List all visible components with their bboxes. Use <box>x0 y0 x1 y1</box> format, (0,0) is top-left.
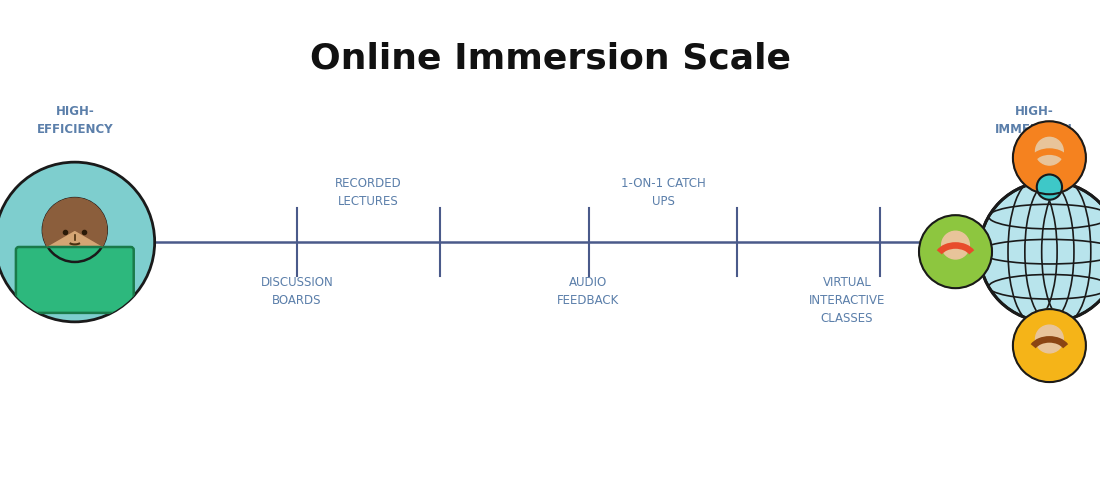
Text: HIGH-
IMMERSION: HIGH- IMMERSION <box>996 105 1072 136</box>
Circle shape <box>942 231 969 259</box>
Wedge shape <box>75 222 107 246</box>
Circle shape <box>0 162 155 322</box>
Text: DISCUSSION
BOARDS: DISCUSSION BOARDS <box>261 276 333 307</box>
Circle shape <box>1013 309 1086 382</box>
FancyBboxPatch shape <box>15 247 134 313</box>
Text: RECORDED
LECTURES: RECORDED LECTURES <box>336 177 402 208</box>
Circle shape <box>1035 137 1064 165</box>
Text: 1-ON-1 CATCH
UPS: 1-ON-1 CATCH UPS <box>620 177 706 208</box>
Text: Online Immersion Scale: Online Immersion Scale <box>309 41 791 75</box>
Bar <box>70 256 79 265</box>
Circle shape <box>1035 325 1064 353</box>
Circle shape <box>918 215 992 288</box>
Circle shape <box>1037 175 1062 200</box>
Text: HIGH-
EFFICIENCY: HIGH- EFFICIENCY <box>36 105 113 136</box>
Circle shape <box>979 182 1100 322</box>
Wedge shape <box>44 198 106 230</box>
Circle shape <box>1013 121 1086 194</box>
Circle shape <box>43 198 107 262</box>
Text: VIRTUAL
INTERACTIVE
CLASSES: VIRTUAL INTERACTIVE CLASSES <box>808 276 886 325</box>
Text: AUDIO
FEEDBACK: AUDIO FEEDBACK <box>558 276 619 307</box>
Wedge shape <box>43 222 75 246</box>
